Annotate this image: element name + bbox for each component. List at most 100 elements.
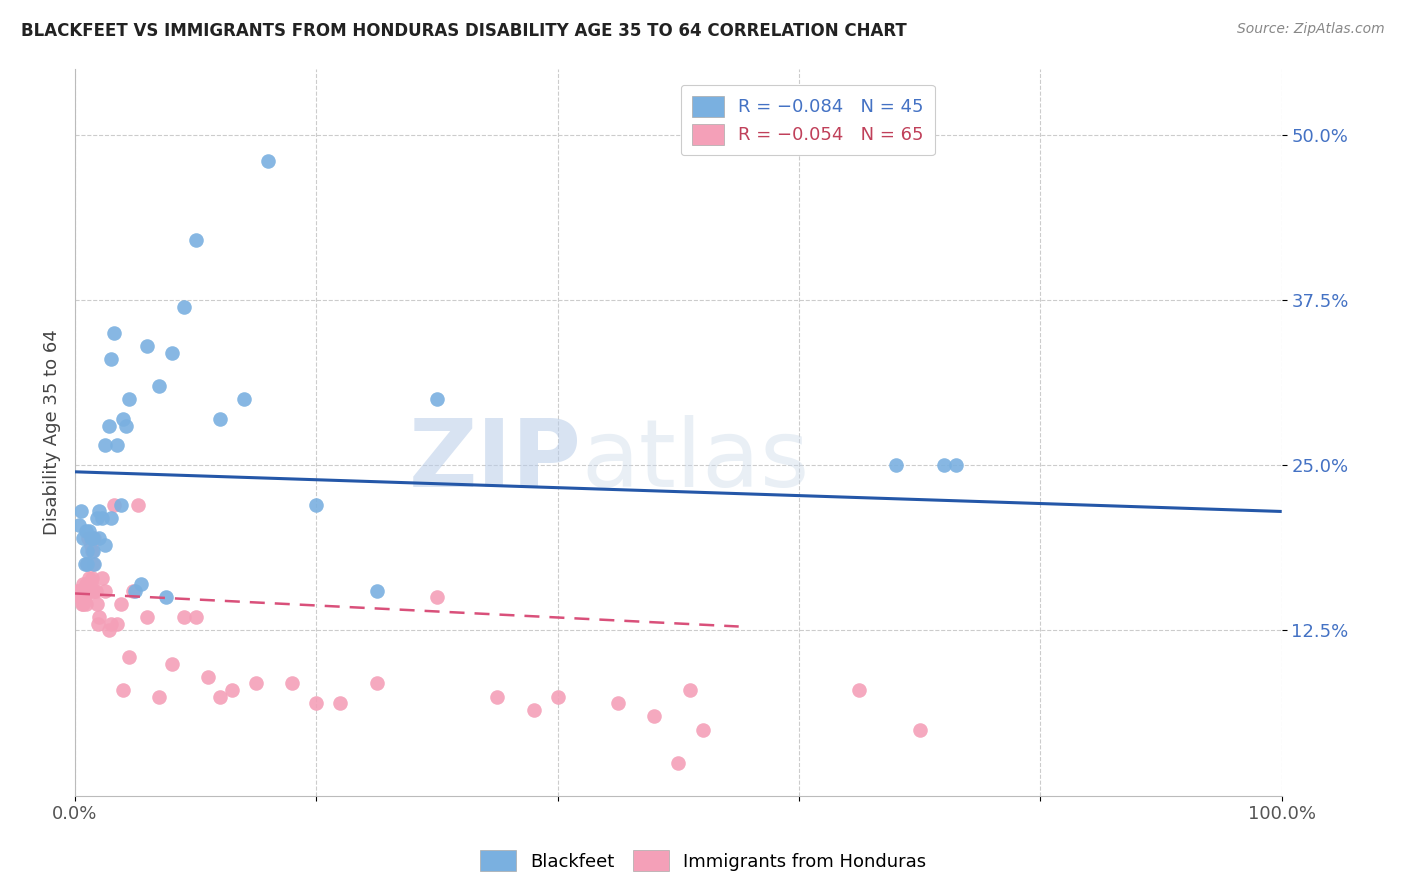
Point [426,392,449,406]
Point [79,524,101,539]
Point [366,583,388,598]
Point [84,583,107,598]
Point [80,544,103,558]
Point [89,610,111,624]
Point [173,610,195,624]
Point [124,583,146,598]
Point [83,531,105,545]
Point [112,412,135,426]
Point [643,709,665,723]
Point [110,498,132,512]
Point [94,438,117,452]
Point [90,571,112,585]
Point [86,597,108,611]
Point [83,583,105,598]
Point [522,703,544,717]
Point [77,577,100,591]
Point [100,352,122,367]
Point [160,657,183,671]
Point [908,723,931,737]
Point [90,511,112,525]
Point [281,676,304,690]
Point [75,597,97,611]
Point [679,683,702,698]
Point [366,676,388,690]
Point [73,583,96,598]
Point [70,597,93,611]
Point [233,392,256,406]
Point [70,583,93,598]
Point [79,571,101,585]
Point [73,591,96,605]
Point [932,458,955,473]
Point [66,583,89,598]
Point [184,234,207,248]
Point [79,583,101,598]
Point [73,558,96,572]
Point [305,498,328,512]
Point [86,511,108,525]
Point [118,392,141,406]
Point [136,610,159,624]
Text: atlas: atlas [582,416,810,508]
Point [666,756,689,770]
Point [82,558,104,572]
Point [208,412,231,426]
Point [884,458,907,473]
Point [148,379,170,393]
Point [76,583,98,598]
Point [607,696,630,710]
Point [105,438,128,452]
Point [329,696,352,710]
Point [87,616,110,631]
Point [77,531,100,545]
Point [112,683,135,698]
Point [257,154,280,169]
Text: Source: ZipAtlas.com: Source: ZipAtlas.com [1237,22,1385,37]
Point [83,558,105,572]
Point [82,544,104,558]
Point [70,504,93,518]
Point [173,300,195,314]
Y-axis label: Disability Age 35 to 64: Disability Age 35 to 64 [44,329,60,535]
Point [76,544,98,558]
Point [122,583,145,598]
Point [197,670,219,684]
Point [89,531,111,545]
Point [67,517,90,532]
Point [426,591,449,605]
Point [100,511,122,525]
Point [245,676,267,690]
Point [110,597,132,611]
Point [72,597,94,611]
Point [103,498,125,512]
Point [80,537,103,551]
Point [184,610,207,624]
Point [160,346,183,360]
Point [97,418,120,433]
Point [131,577,153,591]
Point [89,504,111,518]
Point [75,524,97,539]
Point [305,696,328,710]
Point [114,418,136,433]
Point [97,624,120,638]
Point [80,571,103,585]
Legend: Blackfeet, Immigrants from Honduras: Blackfeet, Immigrants from Honduras [472,843,934,879]
Point [486,690,509,704]
Point [80,577,103,591]
Point [67,583,90,598]
Point [692,723,714,737]
Point [80,531,103,545]
Point [82,583,104,598]
Point [75,577,97,591]
Point [103,326,125,340]
Point [72,531,94,545]
Text: ZIP: ZIP [409,416,582,508]
Point [208,690,231,704]
Point [76,558,98,572]
Point [148,690,170,704]
Point [848,683,870,698]
Point [82,531,104,545]
Point [72,577,94,591]
